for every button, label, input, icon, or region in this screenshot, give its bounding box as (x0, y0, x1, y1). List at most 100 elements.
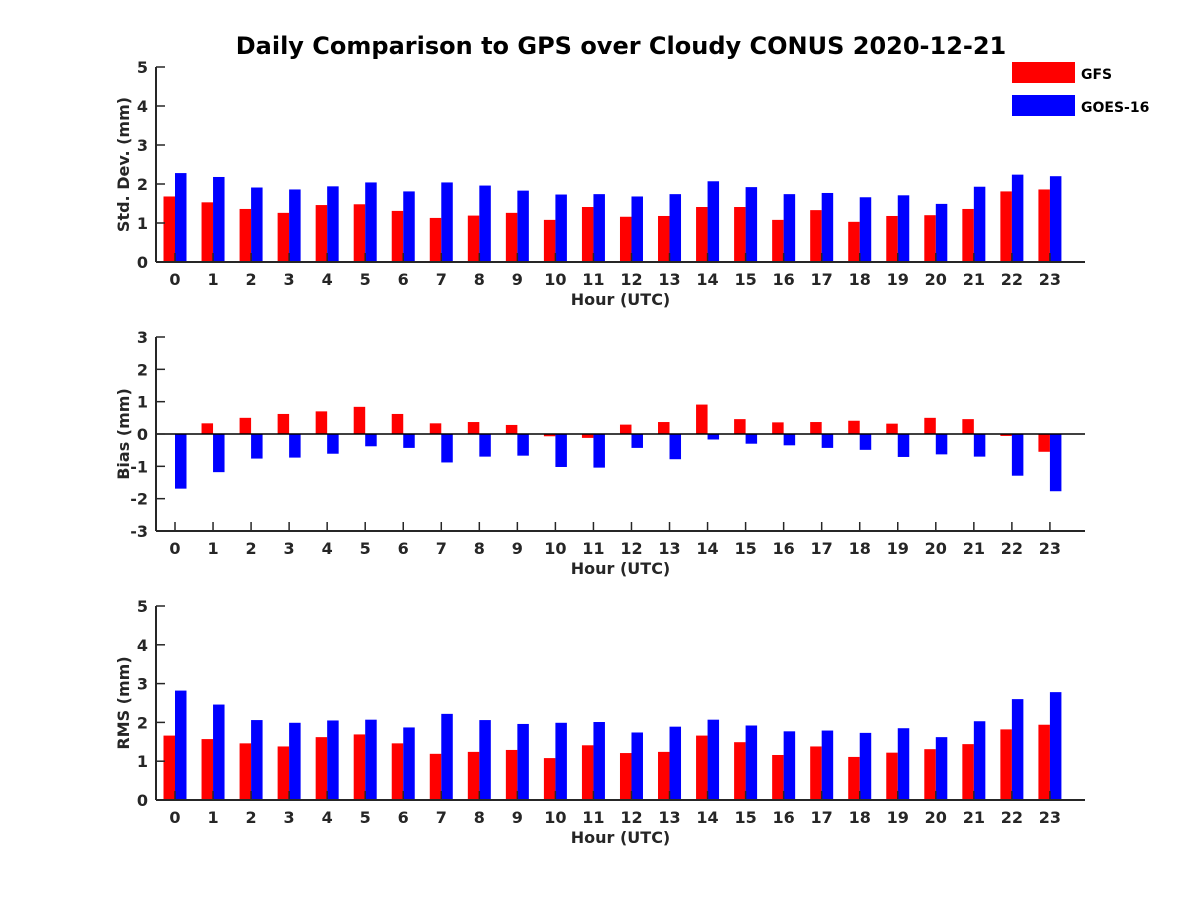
bar-gfs-hour-11 (581, 434, 594, 438)
bar-gfs-hour-21 (962, 419, 974, 434)
bar-goes-16-hour-16 (783, 731, 796, 800)
x-tick-label: 20 (925, 808, 947, 827)
bar-goes-16-hour-8 (479, 434, 491, 457)
y-tick-label: 4 (137, 97, 148, 116)
x-tick-label: 13 (658, 539, 680, 558)
x-tick-label: 22 (1001, 270, 1023, 289)
x-tick-label: 2 (246, 539, 257, 558)
x-tick-label: 3 (284, 808, 295, 827)
bar-goes-16-hour-1 (213, 434, 225, 473)
bar-goes-16-hour-11 (593, 722, 605, 800)
bar-gfs-hour-16 (772, 422, 784, 434)
bar-goes-16-hour-7 (441, 182, 453, 262)
y-tick-label: 0 (137, 791, 148, 810)
bar-goes-16-hour-21 (973, 721, 986, 800)
bar-gfs-hour-20 (924, 215, 936, 262)
y-tick-label: 3 (137, 328, 148, 347)
y-tick-label: 1 (137, 752, 148, 771)
bar-goes-16-hour-16 (783, 194, 796, 262)
x-tick-label: 14 (696, 808, 718, 827)
x-tick-label: 15 (734, 270, 756, 289)
bar-goes-16-hour-1 (213, 704, 225, 800)
x-tick-label: 5 (360, 808, 371, 827)
bar-goes-16-hour-6 (403, 191, 415, 262)
bar-gfs-hour-20 (924, 417, 936, 434)
bar-goes-16-hour-10 (555, 722, 567, 800)
bar-goes-16-hour-14 (707, 181, 720, 262)
bar-gfs-hour-3 (277, 746, 290, 800)
bar-gfs-hour-23 (1038, 724, 1050, 800)
bar-goes-16-hour-3 (289, 434, 301, 458)
bar-goes-16-hour-0 (175, 690, 187, 800)
bar-gfs-hour-19 (886, 752, 898, 800)
y-tick-label: -3 (130, 522, 148, 541)
bar-goes-16-hour-21 (973, 186, 986, 262)
bar-goes-16-hour-22 (1011, 434, 1024, 476)
bar-gfs-hour-11 (581, 745, 594, 800)
bar-goes-16-hour-11 (593, 434, 605, 468)
bar-gfs-hour-13 (658, 215, 670, 262)
x-tick-label: 12 (620, 539, 642, 558)
bar-goes-16-hour-20 (935, 434, 948, 455)
bar-gfs-hour-21 (962, 744, 974, 800)
bar-gfs-hour-14 (696, 207, 708, 262)
bar-goes-16-hour-10 (555, 194, 567, 262)
bar-goes-16-hour-21 (973, 434, 986, 457)
bar-gfs-hour-22 (1000, 191, 1012, 262)
bar-goes-16-hour-14 (707, 434, 720, 440)
bar-gfs-hour-14 (696, 404, 708, 434)
x-tick-label: 18 (849, 808, 871, 827)
x-tick-label: 5 (360, 270, 371, 289)
bar-gfs-hour-8 (467, 751, 480, 800)
y-axis-label: Std. Dev. (mm) (114, 97, 133, 232)
x-tick-label: 11 (582, 539, 604, 558)
bar-gfs-hour-10 (543, 434, 556, 437)
bar-gfs-hour-18 (848, 756, 860, 800)
x-tick-label: 17 (811, 539, 833, 558)
bar-gfs-hour-3 (277, 413, 290, 434)
bar-gfs-hour-16 (772, 219, 784, 262)
x-tick-label: 21 (963, 539, 985, 558)
y-tick-label: 2 (137, 713, 148, 732)
bar-gfs-hour-12 (619, 424, 632, 434)
bar-gfs-hour-18 (848, 420, 860, 434)
x-tick-label: 16 (773, 539, 795, 558)
x-tick-label: 7 (436, 539, 447, 558)
x-tick-label: 17 (811, 808, 833, 827)
bar-goes-16-hour-13 (669, 194, 682, 262)
bar-goes-16-hour-8 (479, 185, 491, 262)
bar-goes-16-hour-17 (821, 192, 834, 262)
x-tick-label: 8 (474, 808, 485, 827)
x-tick-label: 11 (582, 270, 604, 289)
x-axis-label: Hour (UTC) (571, 559, 671, 578)
bar-goes-16-hour-19 (897, 434, 910, 457)
bar-gfs-hour-4 (315, 737, 328, 800)
bar-goes-16-hour-2 (251, 434, 263, 459)
x-tick-label: 23 (1039, 808, 1061, 827)
x-tick-label: 9 (512, 270, 523, 289)
bar-gfs-hour-15 (734, 419, 746, 434)
y-tick-label: 1 (137, 393, 148, 412)
bar-goes-16-hour-23 (1049, 434, 1062, 492)
x-tick-label: 15 (734, 808, 756, 827)
bar-goes-16-hour-4 (327, 720, 339, 800)
bar-gfs-hour-6 (391, 743, 404, 800)
bar-goes-16-hour-22 (1011, 699, 1024, 800)
bar-goes-16-hour-15 (745, 725, 758, 800)
x-tick-label: 7 (436, 808, 447, 827)
x-tick-label: 5 (360, 539, 371, 558)
x-tick-label: 20 (925, 539, 947, 558)
bar-gfs-hour-21 (962, 208, 974, 262)
bar-goes-16-hour-18 (859, 732, 872, 800)
bar-gfs-hour-2 (239, 417, 252, 434)
y-tick-label: 3 (137, 675, 148, 694)
x-tick-label: 10 (544, 539, 566, 558)
x-tick-label: 12 (620, 808, 642, 827)
x-tick-label: 14 (696, 539, 718, 558)
x-tick-label: 0 (169, 539, 180, 558)
bar-gfs-hour-3 (277, 212, 290, 262)
bar-gfs-hour-5 (353, 734, 366, 800)
x-tick-label: 4 (322, 270, 333, 289)
legend-swatch-gfs (1012, 62, 1075, 83)
